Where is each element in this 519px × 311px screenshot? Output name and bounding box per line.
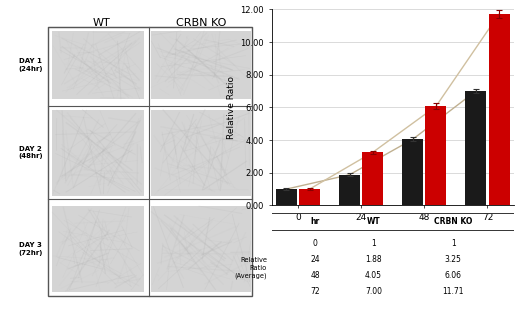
- Text: 24: 24: [310, 255, 320, 264]
- Bar: [299, 189, 320, 205]
- Text: Relative
Ratio
(Average): Relative Ratio (Average): [234, 257, 267, 279]
- Bar: [151, 109, 251, 196]
- Text: 48: 48: [310, 271, 320, 280]
- Text: 72: 72: [310, 287, 320, 296]
- Text: 7.00: 7.00: [365, 287, 382, 296]
- Text: 11.71: 11.71: [443, 287, 464, 296]
- Text: 0: 0: [313, 239, 318, 248]
- Bar: [52, 31, 144, 99]
- Text: WT: WT: [366, 217, 380, 226]
- Bar: [488, 14, 510, 205]
- Bar: [52, 206, 144, 292]
- Text: 4.05: 4.05: [365, 271, 382, 280]
- Bar: [426, 106, 446, 205]
- Text: 6.06: 6.06: [445, 271, 462, 280]
- Text: CRBN KO: CRBN KO: [176, 18, 226, 28]
- Bar: [362, 152, 384, 205]
- Bar: [339, 175, 360, 205]
- Text: 3.25: 3.25: [445, 255, 462, 264]
- Bar: [48, 27, 252, 296]
- Text: DAY 1
(24hr): DAY 1 (24hr): [18, 58, 43, 72]
- Bar: [276, 189, 297, 205]
- Bar: [402, 139, 424, 205]
- Y-axis label: Relative Ratio: Relative Ratio: [227, 76, 236, 139]
- Text: 1: 1: [451, 239, 456, 248]
- Text: WT: WT: [93, 18, 111, 28]
- Text: DAY 3
(72hr): DAY 3 (72hr): [18, 242, 43, 256]
- Bar: [466, 91, 486, 205]
- Text: 1.88: 1.88: [365, 255, 382, 264]
- Bar: [151, 31, 251, 99]
- Text: hr: hr: [311, 217, 320, 226]
- Bar: [52, 109, 144, 196]
- Bar: [151, 206, 251, 292]
- Text: 1: 1: [371, 239, 376, 248]
- Text: DAY 2
(48hr): DAY 2 (48hr): [18, 146, 43, 159]
- Text: CRBN KO: CRBN KO: [434, 217, 472, 226]
